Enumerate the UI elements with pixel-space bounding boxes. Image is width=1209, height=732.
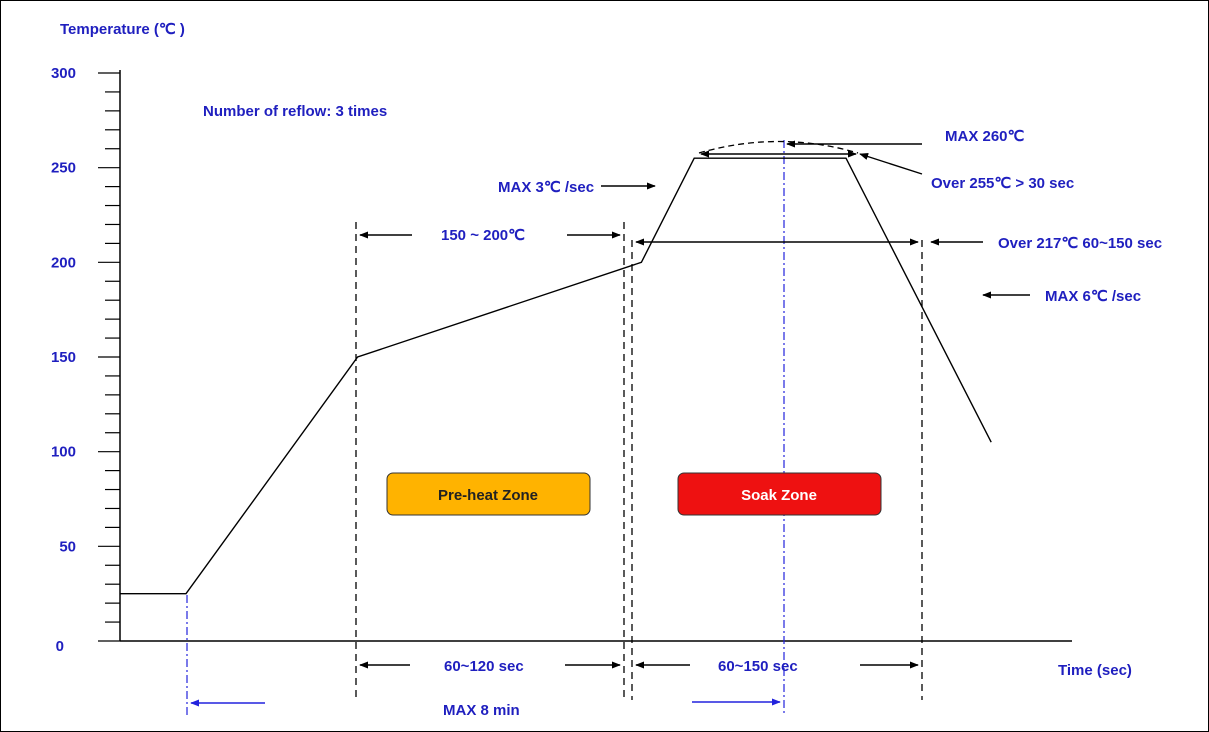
y-tick-label: 200 <box>51 254 76 271</box>
y-tick-label: 150 <box>51 349 76 366</box>
over255-arrow <box>859 153 923 175</box>
y-tick-label: 0 <box>56 638 64 655</box>
soak-zone-label: Soak Zone <box>741 487 817 504</box>
x-axis-label: Time (sec) <box>1058 662 1132 679</box>
over217-label: Over 217℃ 60~150 sec <box>998 235 1162 252</box>
y-tick-label: 300 <box>51 65 76 82</box>
y-axis-label: Temperature (℃ ) <box>60 21 185 38</box>
temperature-profile-line <box>120 157 992 595</box>
sec60-150-label: 60~150 sec <box>718 658 798 675</box>
max8min-label: MAX 8 min <box>443 702 520 719</box>
sec60-120-label: 60~120 sec <box>444 658 524 675</box>
peak-dashed-arc <box>698 140 859 154</box>
max6-label: MAX 6℃ /sec <box>1045 288 1141 305</box>
max260-label: MAX 260℃ <box>945 128 1025 145</box>
y-tick-label: 250 <box>51 160 76 177</box>
preheat-zone-box <box>386 472 591 516</box>
over255-label: Over 255℃ > 30 sec <box>931 175 1074 192</box>
max3-label: MAX 3℃ /sec <box>498 179 594 196</box>
range150-200-label: 150 ~ 200℃ <box>441 227 525 244</box>
y-axis-tick-labels: 0 50 100 150 200 250 300 <box>51 65 76 655</box>
preheat-zone-label: Pre-heat Zone <box>438 487 538 504</box>
reflow-count-label: Number of reflow: 3 times <box>203 103 387 120</box>
soak-zone-box <box>677 472 882 516</box>
y-tick-label: 100 <box>51 444 76 461</box>
y-tick-label: 50 <box>59 538 76 555</box>
y-axis-ticks <box>98 72 120 642</box>
